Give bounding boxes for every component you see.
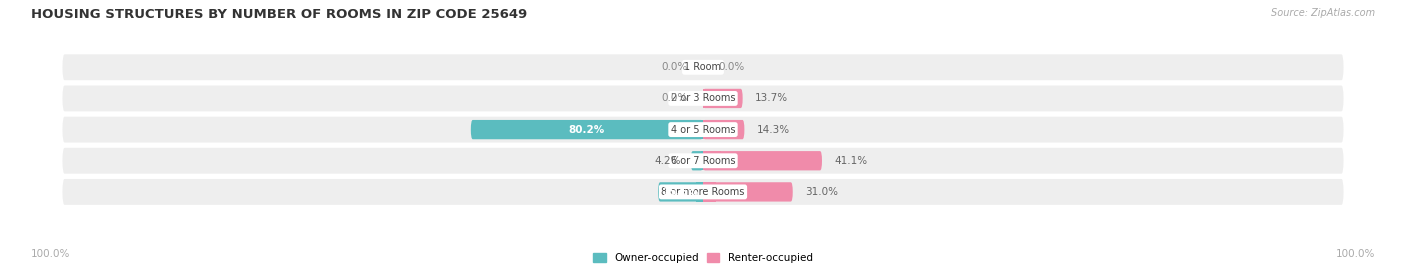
FancyBboxPatch shape	[703, 151, 823, 170]
Text: 8 or more Rooms: 8 or more Rooms	[661, 187, 745, 197]
Bar	[703, 120, 709, 139]
Bar	[703, 89, 709, 108]
Text: 0.0%: 0.0%	[661, 93, 688, 103]
FancyBboxPatch shape	[703, 182, 793, 202]
Text: 100.0%: 100.0%	[31, 249, 70, 259]
FancyBboxPatch shape	[60, 53, 1346, 82]
Bar	[702, 151, 703, 170]
Text: 41.1%: 41.1%	[835, 156, 868, 166]
Text: 31.0%: 31.0%	[806, 187, 838, 197]
Text: 80.2%: 80.2%	[569, 124, 605, 135]
FancyBboxPatch shape	[60, 178, 1346, 206]
FancyBboxPatch shape	[60, 115, 1346, 144]
Legend: Owner-occupied, Renter-occupied: Owner-occupied, Renter-occupied	[589, 249, 817, 267]
Bar	[703, 182, 717, 202]
Text: 4.2%: 4.2%	[655, 156, 682, 166]
FancyBboxPatch shape	[703, 120, 744, 139]
Text: 0.0%: 0.0%	[661, 62, 688, 72]
Text: 13.7%: 13.7%	[755, 93, 789, 103]
Text: 2 or 3 Rooms: 2 or 3 Rooms	[671, 93, 735, 103]
FancyBboxPatch shape	[471, 120, 703, 139]
Text: 1 Room: 1 Room	[685, 62, 721, 72]
FancyBboxPatch shape	[60, 146, 1346, 175]
Text: 15.5%: 15.5%	[662, 187, 699, 197]
Text: 14.3%: 14.3%	[756, 124, 790, 135]
FancyBboxPatch shape	[690, 151, 703, 170]
Bar	[696, 182, 703, 202]
Text: 6 or 7 Rooms: 6 or 7 Rooms	[671, 156, 735, 166]
Bar	[703, 151, 721, 170]
Text: 0.0%: 0.0%	[718, 62, 745, 72]
Bar	[668, 120, 703, 139]
FancyBboxPatch shape	[60, 84, 1346, 113]
FancyBboxPatch shape	[658, 182, 703, 202]
Text: 4 or 5 Rooms: 4 or 5 Rooms	[671, 124, 735, 135]
FancyBboxPatch shape	[703, 89, 742, 108]
Text: HOUSING STRUCTURES BY NUMBER OF ROOMS IN ZIP CODE 25649: HOUSING STRUCTURES BY NUMBER OF ROOMS IN…	[31, 8, 527, 21]
Text: 100.0%: 100.0%	[1336, 249, 1375, 259]
Text: Source: ZipAtlas.com: Source: ZipAtlas.com	[1271, 8, 1375, 18]
